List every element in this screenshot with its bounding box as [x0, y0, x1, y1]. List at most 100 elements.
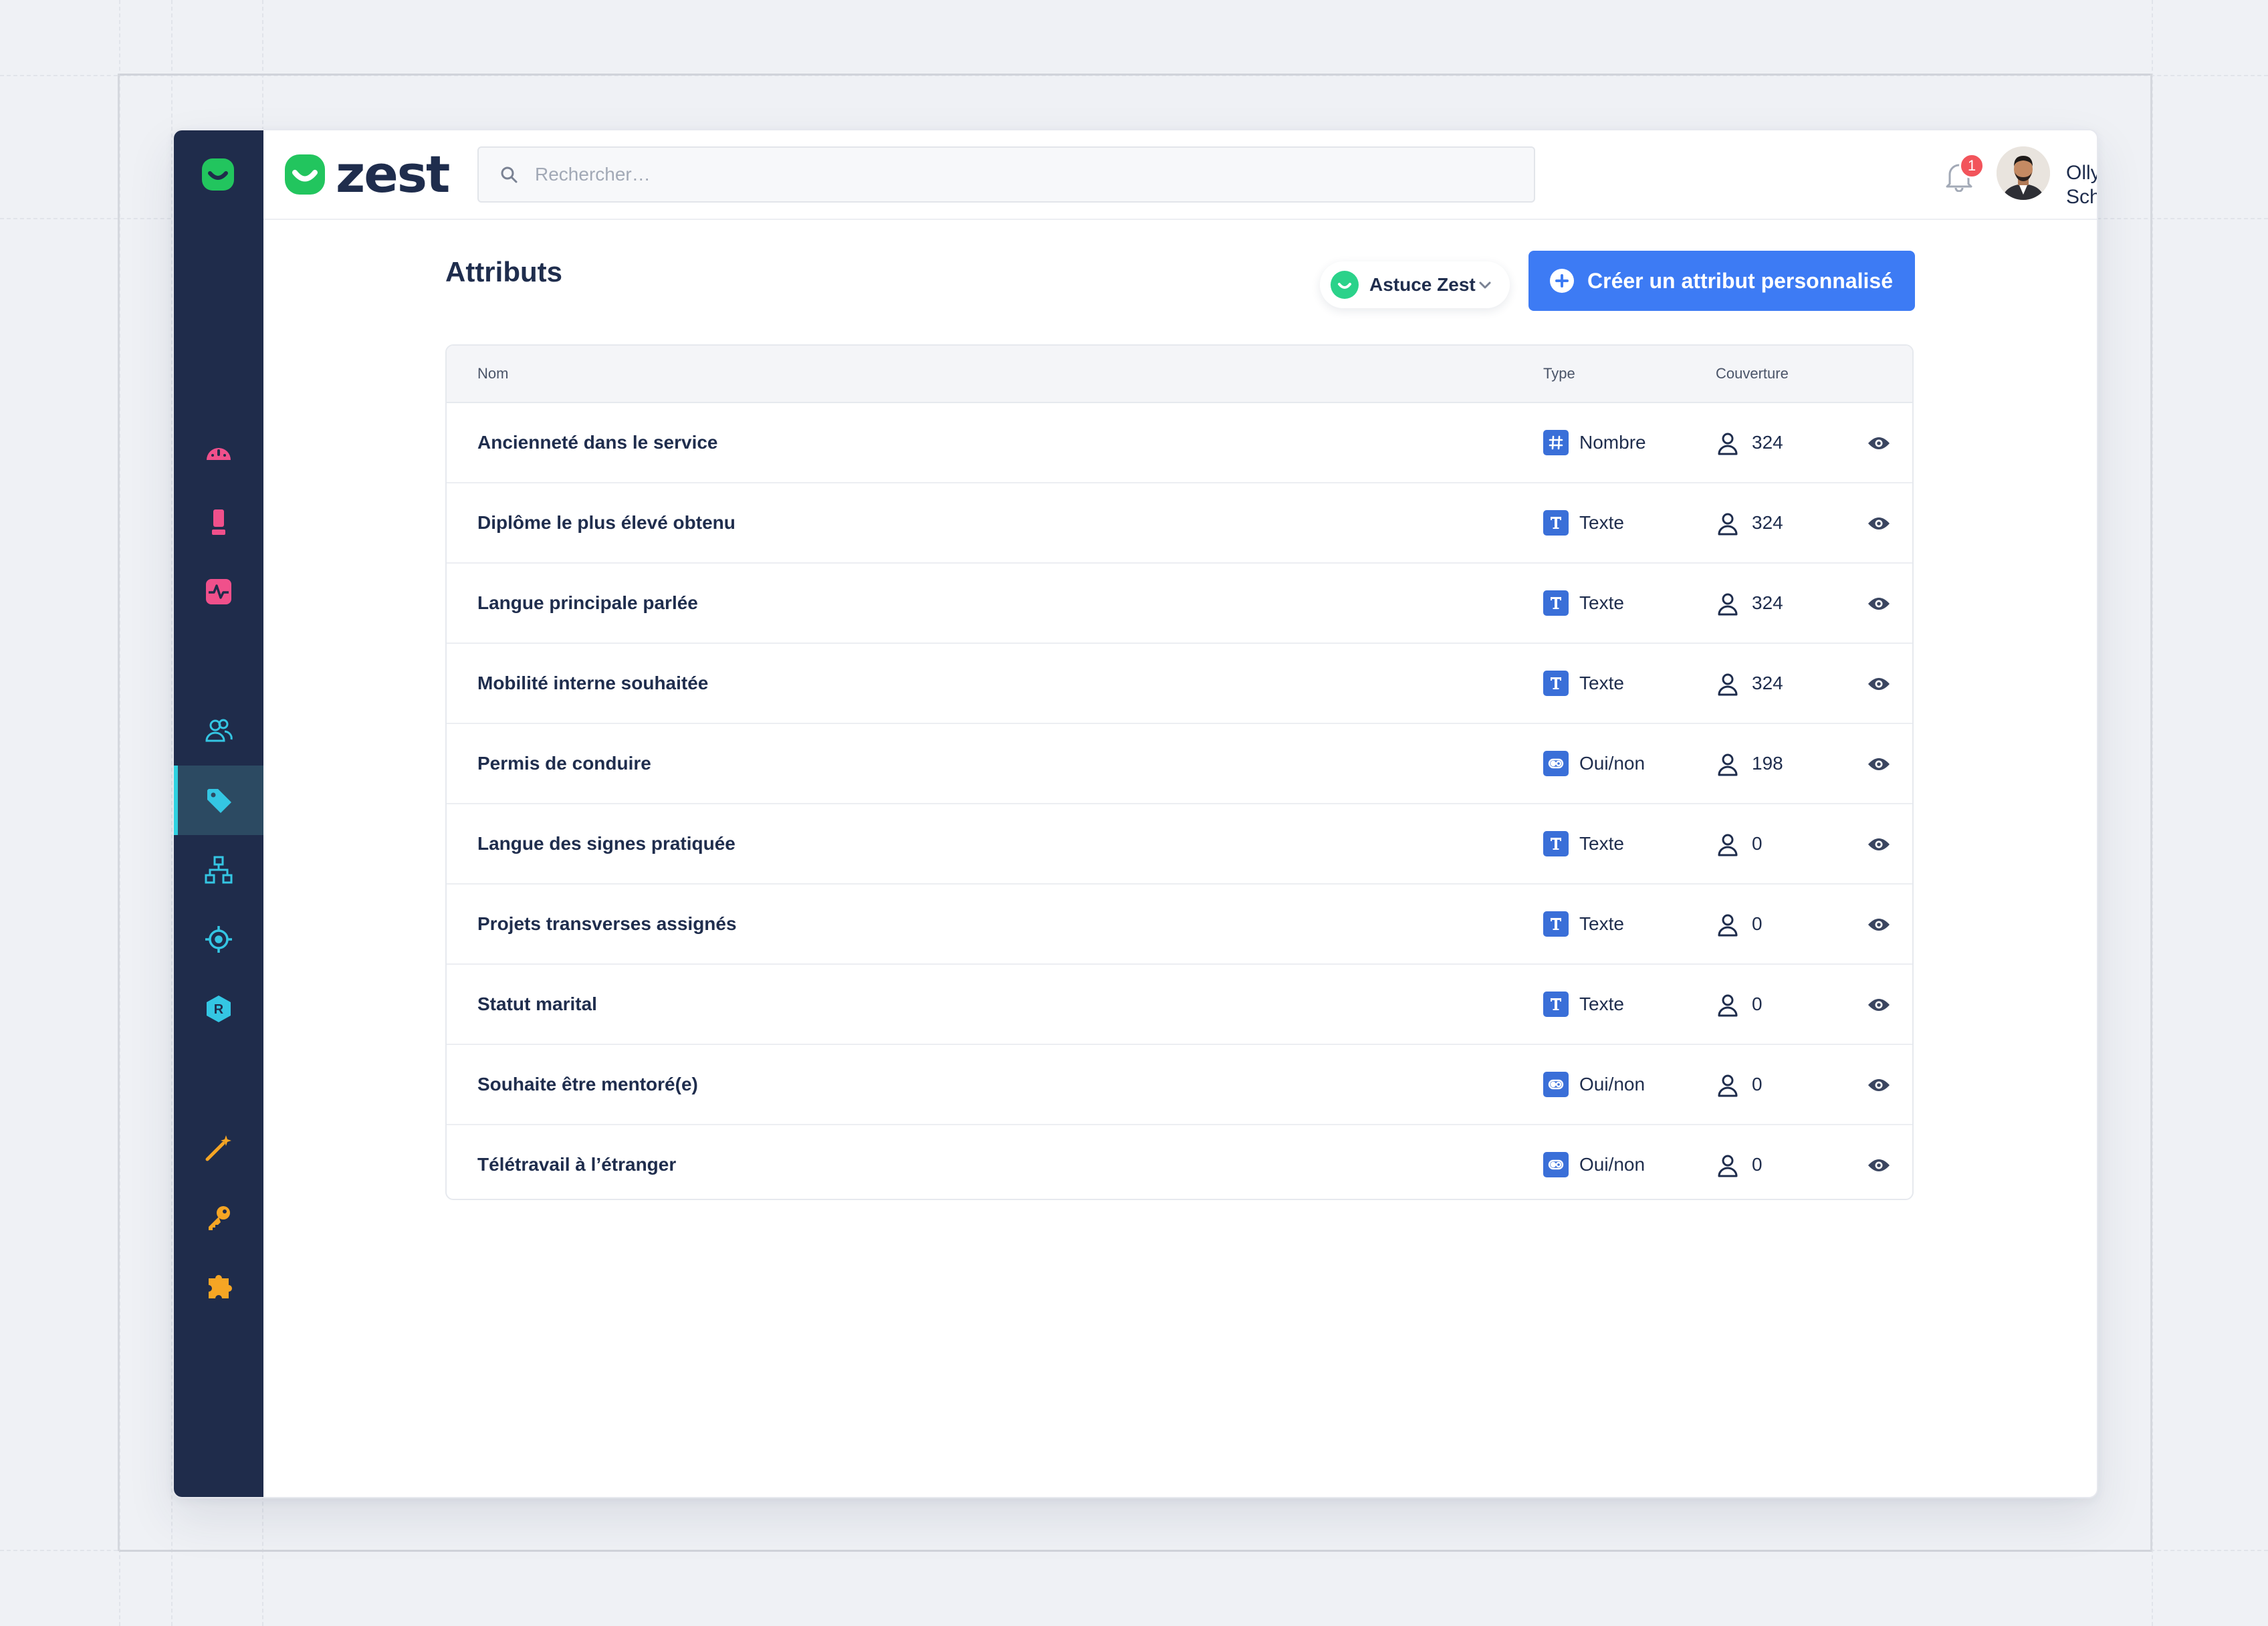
attribute-name[interactable]: Mobilité interne souhaitée [477, 673, 709, 693]
attribute-name[interactable]: Projets transverses assignés [477, 913, 737, 934]
sidebar-item-people[interactable] [174, 696, 263, 766]
table-header: Nom Type Couverture [447, 346, 1912, 403]
attribute-name[interactable]: Statut marital [477, 994, 597, 1014]
avatar[interactable] [1997, 146, 2050, 200]
eye-icon[interactable] [1867, 1076, 1891, 1094]
attribute-type: Oui/non [1579, 1154, 1646, 1175]
sidebar-item-permissions[interactable] [174, 1183, 263, 1252]
table-row[interactable]: Mobilité interne souhaitée Texte 324 [447, 644, 1912, 724]
sidebar-item-reviews[interactable]: R [174, 974, 263, 1044]
page-title: Attributs [445, 256, 562, 287]
guide-line [0, 75, 2268, 76]
app-logo-icon[interactable] [201, 157, 235, 192]
coverage-count: 324 [1752, 432, 1783, 453]
sidebar-item-objectives[interactable] [174, 905, 263, 974]
eye-icon[interactable] [1867, 594, 1891, 613]
coverage-count: 324 [1752, 592, 1783, 613]
eye-icon[interactable] [1867, 434, 1891, 453]
eye-icon[interactable] [1867, 675, 1891, 693]
guide-line [2150, 74, 2152, 1551]
attribute-name[interactable]: Diplôme le plus élevé obtenu [477, 512, 735, 533]
sidebar-item-org-chart[interactable] [174, 835, 263, 905]
sidebar-item-settings[interactable] [174, 1252, 263, 1322]
user-name[interactable]: Olly Schroeder [2066, 162, 2098, 208]
eye-icon[interactable] [1867, 1156, 1891, 1175]
person-icon [1718, 433, 1738, 455]
table-row[interactable]: Statut marital Texte 0 [447, 965, 1912, 1045]
eye-icon[interactable] [1867, 996, 1891, 1014]
brand-name: zest [336, 144, 450, 204]
person-icon [1718, 673, 1738, 696]
coverage-count: 0 [1752, 1154, 1763, 1175]
table-row[interactable]: Télétravail à l’étranger Oui/non 0 [447, 1125, 1912, 1199]
brand[interactable]: zest [284, 144, 450, 204]
notifications-button[interactable]: 1 [1940, 153, 1984, 196]
tip-button[interactable]: Astuce Zest [1320, 261, 1510, 308]
sidebar-item-dashboard[interactable] [174, 418, 263, 487]
table-row[interactable]: Langue des signes pratiquée Texte 0 [447, 804, 1912, 885]
search-input[interactable] [534, 163, 1472, 186]
text-t-icon [1543, 671, 1569, 696]
person-icon [1718, 994, 1738, 1017]
coverage-count: 198 [1752, 753, 1783, 774]
attribute-type: Texte [1579, 833, 1624, 854]
column-header-type[interactable]: Type [1543, 365, 1575, 382]
coverage-count: 324 [1752, 512, 1783, 533]
target-icon [205, 926, 232, 953]
person-icon [1718, 1155, 1738, 1177]
table-row[interactable]: Diplôme le plus élevé obtenu Texte 324 [447, 483, 1912, 564]
key-icon [209, 1206, 230, 1230]
attribute-type: Nombre [1579, 432, 1646, 453]
text-t-icon [1543, 831, 1569, 856]
attribute-type: Texte [1579, 994, 1624, 1014]
coverage-count: 0 [1752, 833, 1763, 854]
attribute-name[interactable]: Ancienneté dans le service [477, 432, 718, 453]
notification-badge: 1 [1959, 153, 1984, 179]
zest-smile-icon [1331, 271, 1359, 299]
plus-circle-icon [1550, 269, 1574, 293]
attribute-name[interactable]: Langue principale parlée [477, 592, 698, 613]
eye-icon[interactable] [1867, 915, 1891, 934]
attribute-name[interactable]: Langue des signes pratiquée [477, 833, 735, 854]
guide-line [119, 0, 120, 1626]
table-row[interactable]: Permis de conduire Oui/non 198 [447, 724, 1912, 804]
eye-icon[interactable] [1867, 514, 1891, 533]
table-row[interactable]: Langue principale parlée Texte 324 [447, 564, 1912, 644]
text-t-icon [1543, 992, 1569, 1017]
text-t-icon [1543, 590, 1569, 616]
table-row[interactable]: Projets transverses assignés Texte 0 [447, 885, 1912, 965]
guide-line [118, 74, 120, 1551]
people-icon [205, 719, 233, 742]
eye-icon[interactable] [1867, 835, 1891, 854]
sidebar-item-attributes[interactable] [174, 766, 263, 835]
person-icon [1718, 593, 1738, 616]
attribute-name[interactable]: Souhaite être mentoré(e) [477, 1074, 698, 1094]
column-header-coverage[interactable]: Couverture [1716, 365, 1789, 382]
sidebar-item-automation[interactable] [174, 1113, 263, 1183]
column-header-name[interactable]: Nom [477, 365, 509, 382]
table-body: Ancienneté dans le service Nombre 324 Di… [447, 403, 1912, 1199]
toggle-icon [1543, 1072, 1569, 1097]
eye-icon[interactable] [1867, 755, 1891, 774]
coverage-count: 324 [1752, 673, 1783, 693]
person-icon [1718, 1074, 1738, 1097]
attribute-name[interactable]: Télétravail à l’étranger [477, 1154, 677, 1175]
person-icon [1718, 753, 1738, 776]
table-row[interactable]: Ancienneté dans le service Nombre 324 [447, 403, 1912, 483]
guide-line [2152, 0, 2153, 1626]
guide-line [119, 74, 2152, 76]
sidebar: R [174, 130, 263, 1497]
coverage-count: 0 [1752, 913, 1763, 934]
table-row[interactable]: Souhaite être mentoré(e) Oui/non 0 [447, 1045, 1912, 1125]
attribute-name[interactable]: Permis de conduire [477, 753, 651, 774]
brand-logo-icon [285, 154, 325, 195]
create-attribute-button[interactable]: Créer un attribut personnalisé [1528, 251, 1915, 311]
topbar: zest 1 Olly Schroeder [263, 130, 2097, 220]
puzzle-icon [209, 1274, 232, 1298]
sidebar-item-pulse[interactable] [174, 557, 263, 626]
search-bar[interactable] [477, 146, 1535, 203]
sidebar-item-trophy[interactable] [174, 487, 263, 557]
attribute-type: Texte [1579, 592, 1624, 613]
guide-line [171, 0, 173, 1626]
toggle-icon [1543, 1152, 1569, 1177]
